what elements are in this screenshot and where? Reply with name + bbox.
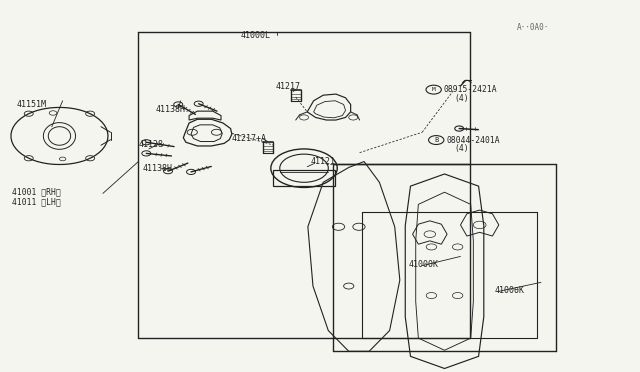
Text: 41000K: 41000K: [408, 260, 438, 269]
Text: 41138H: 41138H: [156, 105, 185, 114]
Text: M: M: [432, 87, 436, 92]
Text: 41001 〈RH〉: 41001 〈RH〉: [12, 187, 61, 196]
Text: (4): (4): [454, 144, 468, 153]
Text: 41121: 41121: [311, 157, 336, 166]
Text: 4100θK: 4100θK: [494, 286, 524, 295]
Text: 41151M: 41151M: [17, 100, 47, 109]
Text: A··0A0·: A··0A0·: [516, 23, 549, 32]
Text: 41000L: 41000L: [240, 31, 270, 40]
Text: (4): (4): [454, 94, 468, 103]
Text: 41217: 41217: [275, 82, 300, 91]
Text: 41138H: 41138H: [143, 164, 172, 173]
Text: 41217+A: 41217+A: [232, 134, 267, 143]
Text: 41011 〈LH〉: 41011 〈LH〉: [12, 197, 61, 206]
Text: B: B: [434, 137, 438, 143]
Text: 41128: 41128: [139, 140, 164, 149]
Text: 08044-2401A: 08044-2401A: [447, 135, 500, 145]
Text: 08915-2421A: 08915-2421A: [444, 85, 497, 94]
